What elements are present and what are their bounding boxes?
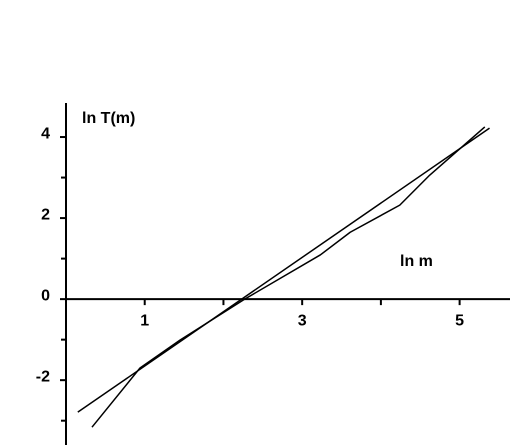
x-tick-label: 5 [455,312,464,329]
y-tick-label: 0 [41,287,50,304]
x-tick-label: 3 [298,312,307,329]
line [91,126,486,428]
y-tick-label: 2 [41,206,50,223]
y-axis-label: ln T(m) [82,110,135,127]
y-tick-label: 4 [41,125,50,142]
x-tick-label: 1 [140,312,149,329]
y-tick-label: -2 [36,368,50,385]
x-axis-label: ln m [400,253,433,270]
line [77,127,490,413]
